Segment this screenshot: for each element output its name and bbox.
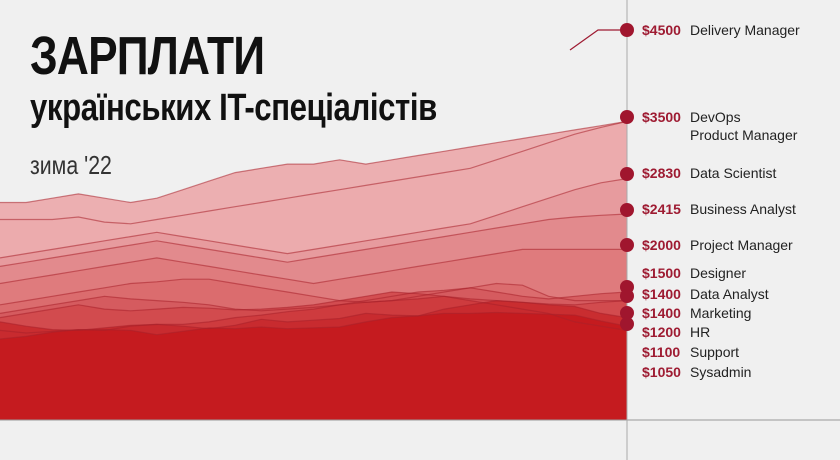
value-label-devops: $3500 [642, 109, 681, 125]
marker-hr [620, 317, 634, 331]
series-labels: $4500 Delivery Manager $3500 DevOps Product … [642, 22, 800, 380]
series-name-project-manager: Project Manager [690, 237, 793, 253]
marker-data-scientist [620, 167, 634, 181]
marker-business-analyst [620, 203, 634, 217]
chart-subtitle: українських IT-спеціалістів [30, 87, 437, 129]
series-name-devops: DevOps [690, 109, 741, 125]
series-name-data-analyst: Data Analyst [690, 286, 769, 302]
series-line-data-analyst [0, 278, 627, 306]
marker-marketing [620, 306, 634, 320]
marker-devops [620, 110, 634, 124]
value-label-support: $1100 [642, 344, 680, 360]
series-line-sysadmin [0, 295, 628, 334]
value-label-data-analyst: $1400 [642, 286, 681, 302]
value-label-business-analyst: $2415 [642, 201, 681, 217]
season-label: зима '22 [30, 150, 112, 180]
delivery-manager-connector [569, 29, 627, 51]
series-name-hr: HR [690, 324, 710, 340]
series-line-devops [0, 120, 628, 225]
value-label-sysadmin: $1050 [642, 364, 681, 380]
series-name-business-analyst: Business Analyst [690, 201, 796, 217]
series-line-product-manager [0, 120, 628, 204]
series-line-support [0, 311, 628, 340]
marker-delivery-manager [620, 23, 634, 37]
marker-data-analyst [620, 289, 634, 303]
series-name-product-manager: Product Manager [690, 127, 798, 143]
series-name-sysadmin: Sysadmin [690, 364, 751, 380]
series-name-support: Support [690, 344, 739, 360]
value-label-delivery-manager: $4500 [642, 22, 681, 38]
series-line-hr [0, 299, 628, 332]
series-markers [620, 23, 634, 331]
area-bands [0, 121, 627, 421]
series-line-data-scientist [0, 178, 628, 259]
marker-project-manager [620, 238, 634, 252]
value-label-project-manager: $2000 [642, 237, 681, 253]
series-name-designer: Designer [690, 265, 746, 281]
value-label-marketing: $1400 [642, 305, 681, 321]
series-line-business-analyst [0, 213, 628, 267]
series-name-marketing: Marketing [690, 305, 751, 321]
series-line-designer [0, 287, 628, 314]
value-label-data-scientist: $2830 [642, 165, 681, 181]
series-name-delivery-manager: Delivery Manager [690, 22, 800, 38]
series-name-data-scientist: Data Scientist [690, 165, 776, 181]
area-band-support [0, 312, 627, 420]
value-label-designer: $1500 [642, 265, 681, 281]
series-line-project-manager [0, 248, 627, 285]
series-lines [0, 120, 628, 340]
value-label-hr: $1200 [642, 324, 681, 340]
chart-title: ЗАРПЛАТИ [30, 26, 265, 86]
